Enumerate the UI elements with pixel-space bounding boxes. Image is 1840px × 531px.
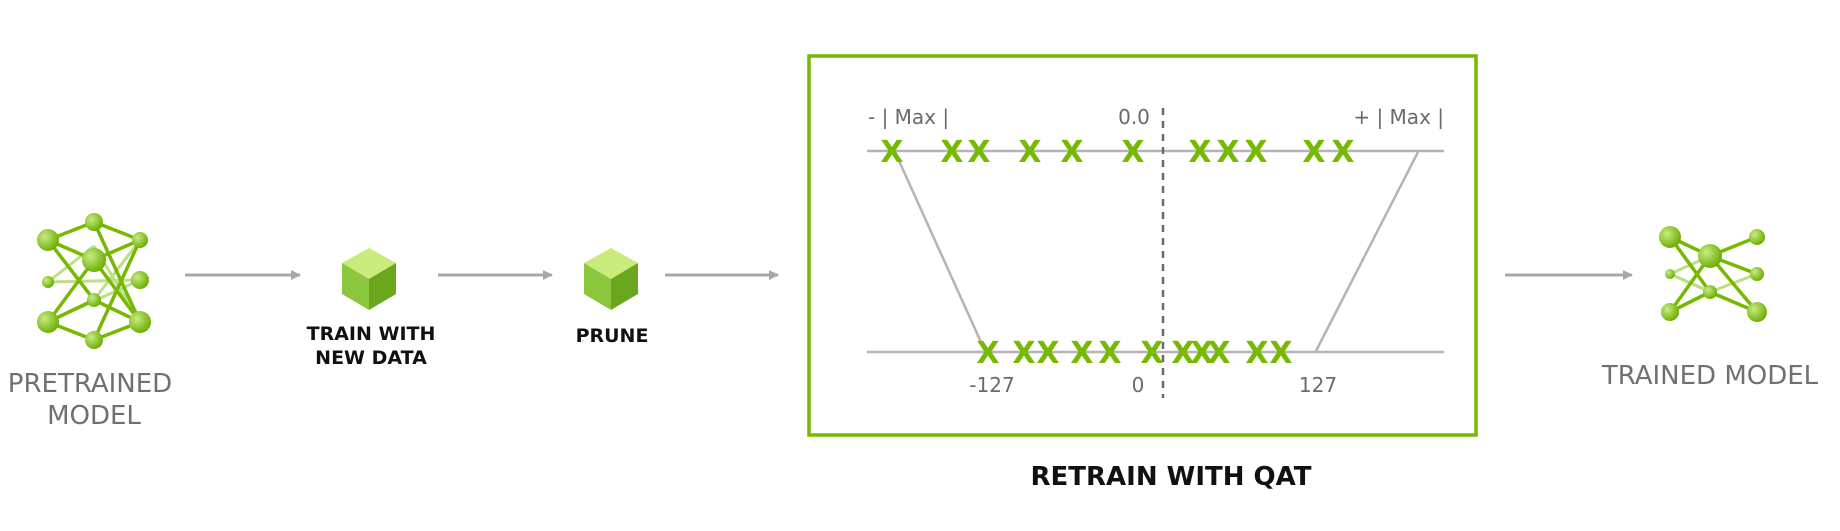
pruned-network-icon xyxy=(1659,226,1767,322)
mapping-line-positive xyxy=(1314,151,1420,352)
int8-value-marker: X xyxy=(1036,336,1059,371)
int8-value-marker: X xyxy=(1012,336,1035,371)
pretrained-label-line1: PRETRAINED xyxy=(8,369,172,399)
cube-icon xyxy=(584,248,638,310)
int8-value-marker: X xyxy=(1070,336,1093,371)
float-value-marker: X xyxy=(880,135,903,170)
float-value-marker: X xyxy=(1331,135,1354,170)
int-zero-label: 0 xyxy=(1132,373,1145,397)
float-value-marker: X xyxy=(1302,135,1325,170)
float-value-marker: X xyxy=(1060,135,1083,170)
float-value-marker: X xyxy=(940,135,963,170)
trained-label: TRAINED MODEL xyxy=(1601,361,1819,391)
neural-network-icon xyxy=(37,213,151,349)
float-value-marker: X xyxy=(1188,135,1211,170)
float-value-marker: X xyxy=(1216,135,1239,170)
int8-value-marker: X xyxy=(1207,336,1230,371)
int8-value-marker: X xyxy=(1245,336,1268,371)
cube-icon xyxy=(342,248,396,310)
qat-frame xyxy=(807,54,1478,437)
train-label-line2: NEW DATA xyxy=(315,347,427,369)
float-value-marker: X xyxy=(967,135,990,170)
float-value-marker: X xyxy=(1121,135,1144,170)
prune-label: PRUNE xyxy=(576,325,649,347)
float-value-marker: X xyxy=(1018,135,1041,170)
int-min-label: -127 xyxy=(969,373,1014,397)
float-zero-label: 0.0 xyxy=(1118,105,1150,129)
int-max-label: 127 xyxy=(1299,373,1337,397)
int8-value-marker: X xyxy=(1140,336,1163,371)
int8-value-marker: X xyxy=(1171,336,1194,371)
int8-value-marker: X xyxy=(1190,336,1213,371)
int8-value-markers: X X X X X X XXX X X xyxy=(976,336,1292,371)
retrain-qat-label: RETRAIN WITH QAT xyxy=(1031,462,1312,492)
neg-max-label: - | Max | xyxy=(868,105,949,129)
int8-value-marker: X xyxy=(1269,336,1292,371)
pretrained-label-line2: MODEL xyxy=(47,401,141,431)
float-value-marker: X xyxy=(1244,135,1267,170)
int8-value-marker: X xyxy=(976,336,999,371)
int8-value-marker: X xyxy=(1098,336,1121,371)
train-label-line1: TRAIN WITH xyxy=(307,323,436,345)
mapping-line-negative xyxy=(893,151,987,352)
pos-max-label: + | Max | xyxy=(1353,105,1444,129)
